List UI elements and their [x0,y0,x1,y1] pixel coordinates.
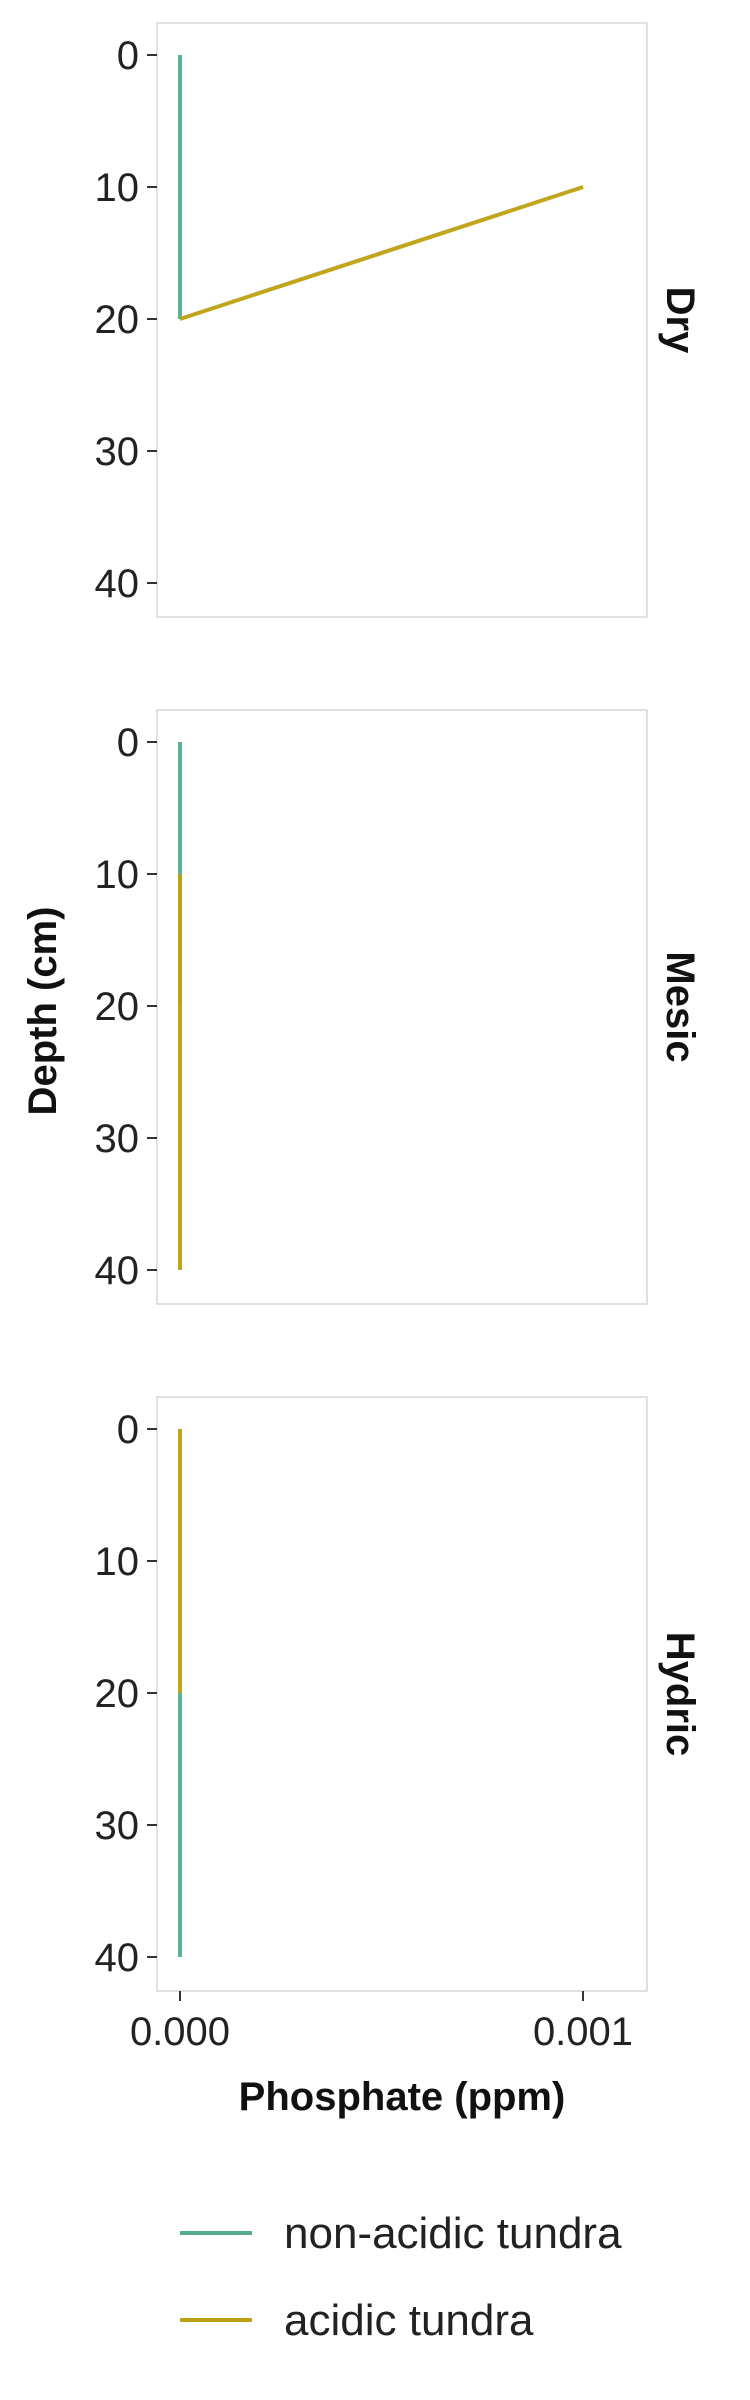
y-tick-label: 30 [95,1804,140,1848]
y-tick-label: 10 [95,166,140,210]
facet-label-hydric: Hydric [658,1632,702,1757]
legend-label-acidic-tundra: acidic tundra [284,2296,534,2345]
y-tick-label: 20 [95,1672,140,1716]
panel-frame-hydric [156,1396,648,1992]
series-line-acidic-tundra [179,185,584,321]
x-tick-label: 0.000 [130,2010,230,2054]
y-tick-label: 40 [95,1249,140,1293]
y-tick-label: 20 [95,298,140,342]
x-axis-title: Phosphate (ppm) [239,2075,566,2119]
x-tick-label: 0.001 [533,2010,633,2054]
panel-frame-dry [156,22,648,618]
panel-frame-mesic [156,709,648,1305]
y-tick-label: 30 [95,430,140,474]
legend-label-non-acidic-tundra: non-acidic tundra [284,2209,622,2258]
y-tick-label: 20 [95,985,140,1029]
y-tick-label: 10 [95,1540,140,1584]
facet-label-dry: Dry [658,287,702,354]
y-axis-title: Depth (cm) [21,907,65,1116]
y-tick-label: 40 [95,1936,140,1980]
y-tick-label: 30 [95,1117,140,1161]
y-tick-label: 0 [117,34,139,78]
y-tick-label: 10 [95,853,140,897]
y-tick-label: 0 [117,1408,139,1452]
y-tick-label: 40 [95,562,140,606]
facet-label-mesic: Mesic [658,951,702,1062]
y-tick-label: 0 [117,721,139,765]
